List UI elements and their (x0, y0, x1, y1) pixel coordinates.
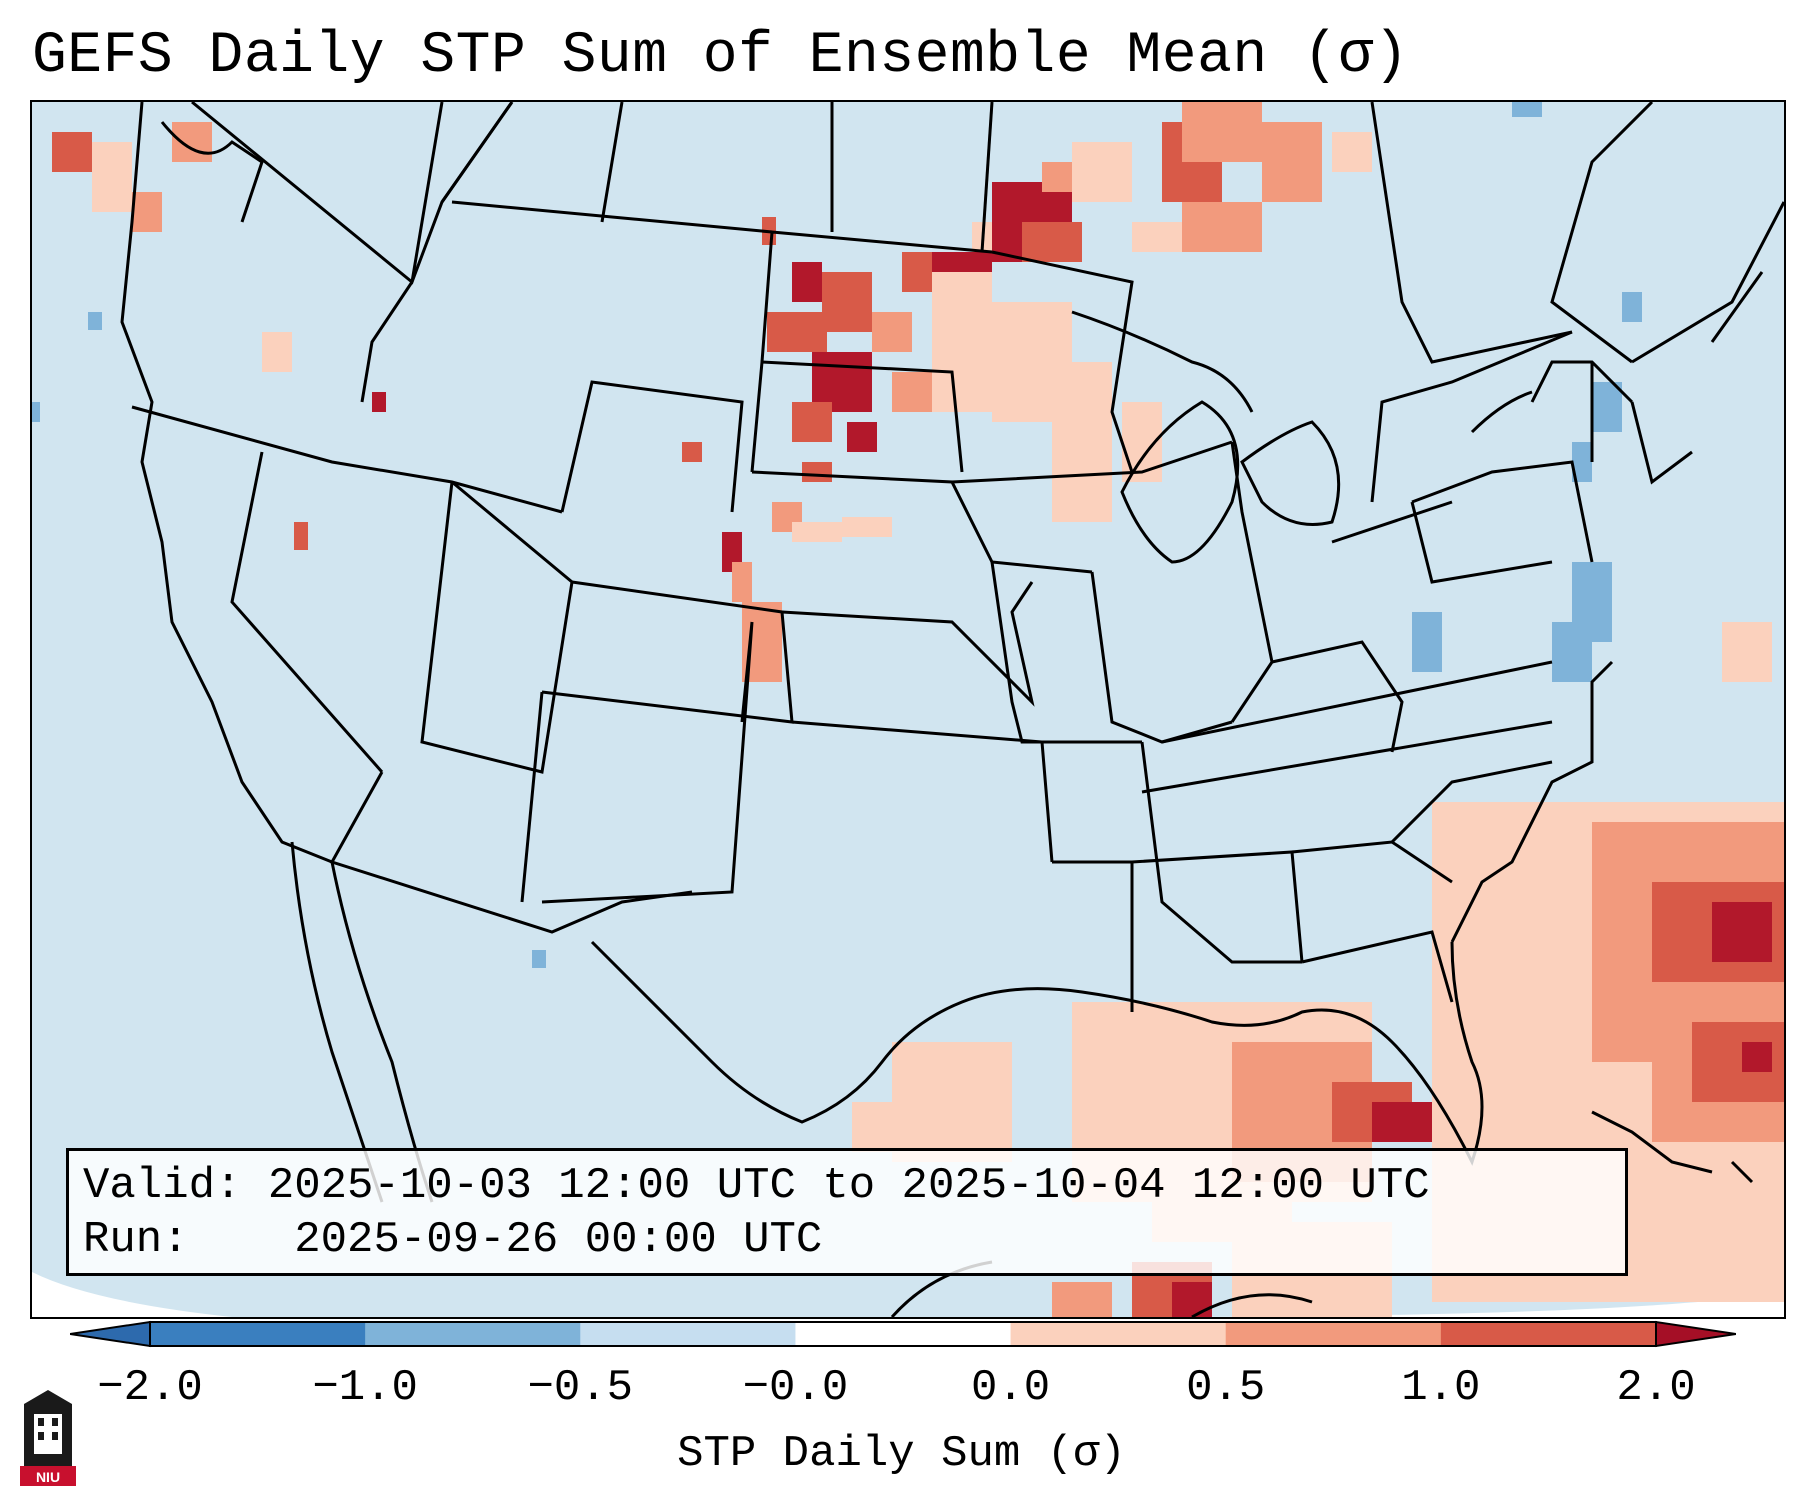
page-title: GEFS Daily STP Sum of Ensemble Mean (σ) (32, 24, 1409, 89)
colorbar-extend-low (70, 1320, 151, 1348)
colorbar-tick-label: −0.5 (527, 1363, 634, 1413)
colorbar-segment (1225, 1322, 1442, 1346)
colorbar-segment (365, 1322, 581, 1346)
map-panel[interactable] (30, 100, 1786, 1319)
colorbar (70, 1320, 1736, 1348)
colorbar-tick-label: 2.0 (1616, 1363, 1696, 1413)
colorbar-segment (580, 1322, 796, 1346)
valid-label: Valid: (83, 1161, 242, 1211)
run-label: Run: (83, 1215, 189, 1265)
valid-value: 2025-10-03 12:00 UTC to 2025-10-04 12:00… (267, 1161, 1430, 1211)
run-row: Run: 2025-09-26 00:00 UTC (83, 1213, 1611, 1267)
colorbar-segment (150, 1322, 366, 1346)
state-boundaries (120, 102, 1784, 1012)
colorbar-segment (1010, 1322, 1227, 1346)
map-canvas (32, 102, 1784, 1317)
colorbar-tick-label: 0.0 (970, 1363, 1051, 1413)
colorbar-tick-label: 0.5 (1186, 1363, 1266, 1413)
colorbar-extend-high (1655, 1320, 1736, 1348)
colorbar-outline (149, 1321, 1657, 1347)
colorbar-tick-label: −2.0 (97, 1363, 203, 1413)
colorbar-segment (795, 1322, 1012, 1346)
anomaly-negative-cells (32, 102, 1642, 968)
anomaly-cluster-atlantic (1432, 622, 1784, 1302)
colorbar-tick-label: 1.0 (1401, 1363, 1481, 1413)
svg-text:NIU: NIU (36, 1469, 60, 1485)
niu-logo: NIU (20, 1390, 76, 1486)
valid-run-info-box: Valid: 2025-10-03 12:00 UTC to 2025-10-0… (66, 1148, 1628, 1276)
colorbar-tick-label: −0.0 (742, 1363, 849, 1413)
colorbar-tick-label: −1.0 (312, 1363, 418, 1413)
valid-row: Valid: 2025-10-03 12:00 UTC to 2025-10-0… (83, 1159, 1611, 1213)
colorbar-label: STP Daily Sum (σ) (677, 1429, 1126, 1479)
run-value: 2025-09-26 00:00 UTC (294, 1215, 823, 1265)
colorbar-segment (1440, 1322, 1657, 1346)
